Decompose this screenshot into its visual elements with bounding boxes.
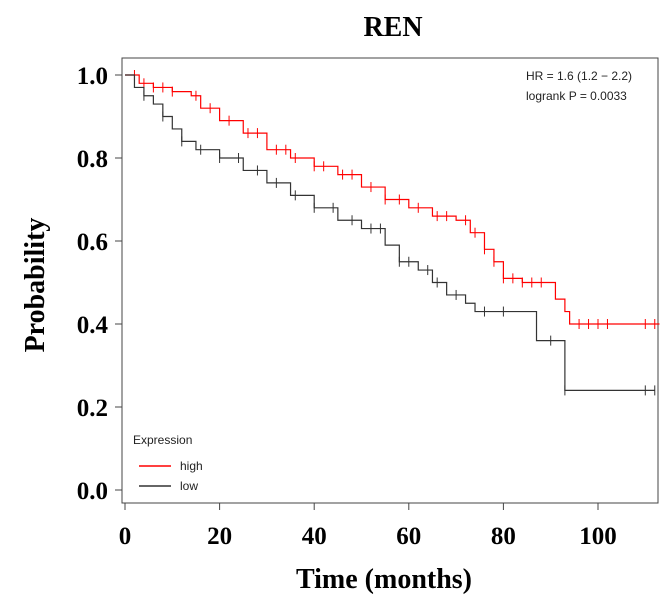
legend-title: Expression: [133, 433, 192, 447]
hr-annotation: HR = 1.6 (1.2 − 2.2): [526, 69, 632, 83]
logrank-annotation: logrank P = 0.0033: [526, 89, 627, 103]
y-tick-label: 0.8: [77, 146, 108, 173]
series-low: [125, 74, 656, 396]
y-axis-label: Probability: [20, 218, 51, 353]
legend-label-high: high: [180, 459, 203, 473]
y-axis: 0.0 0.2 0.4 0.6 0.8 1.0: [77, 63, 122, 505]
x-axis-label: Time (months): [296, 564, 472, 595]
y-tick-label: 0.6: [77, 229, 108, 256]
survival-line-high: [125, 74, 660, 325]
y-tick-label: 0.2: [77, 395, 108, 422]
y-tick-label: 0.0: [77, 478, 108, 505]
survival-line-low: [125, 74, 655, 391]
x-tick-label: 60: [396, 523, 421, 550]
x-tick-label: 80: [491, 523, 516, 550]
y-tick-label: 1.0: [77, 63, 108, 90]
legend: Expression high low: [133, 433, 203, 493]
x-tick-label: 20: [207, 523, 232, 550]
series-high: [125, 70, 660, 329]
legend-label-low: low: [180, 479, 198, 493]
chart-title: REN: [363, 12, 422, 43]
x-tick-label: 0: [119, 523, 132, 550]
x-axis: 0 20 40 60 80 100: [119, 503, 617, 550]
y-tick-label: 0.4: [77, 312, 109, 339]
plot-frame: [121, 57, 659, 504]
x-tick-label: 100: [579, 523, 617, 550]
series-layer: [125, 70, 660, 396]
x-tick-label: 40: [302, 523, 327, 550]
